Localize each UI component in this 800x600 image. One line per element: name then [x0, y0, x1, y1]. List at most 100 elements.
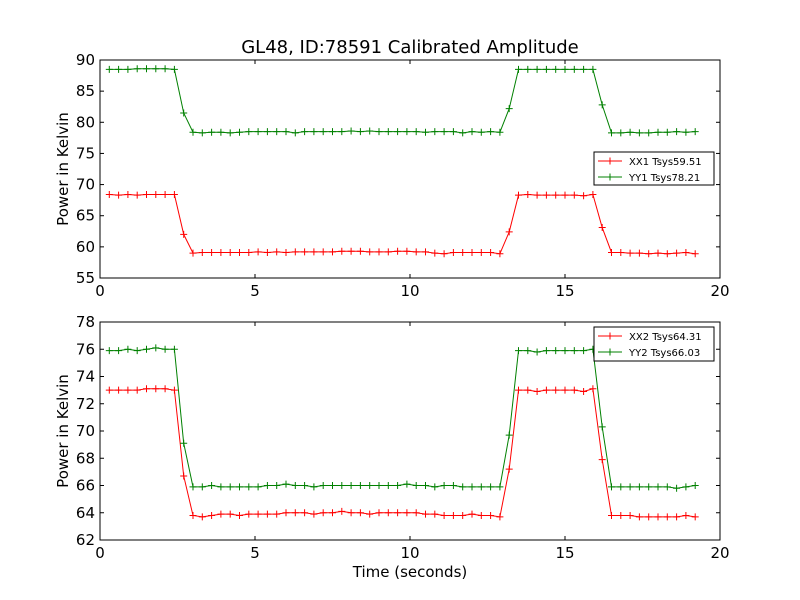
- data-point-marker: [673, 128, 681, 136]
- data-point-marker: [217, 483, 225, 491]
- y-tick-label: 76: [76, 340, 95, 358]
- data-point-marker: [440, 128, 448, 136]
- data-point-marker: [524, 386, 532, 394]
- data-point-marker: [505, 431, 513, 439]
- data-point-marker: [310, 510, 318, 518]
- data-point-marker: [375, 128, 383, 136]
- data-point-marker: [366, 510, 374, 518]
- x-tick-label: 20: [710, 282, 729, 300]
- data-point-marker: [189, 511, 197, 519]
- data-point-marker: [533, 348, 541, 356]
- data-point-marker: [682, 248, 690, 256]
- series-yy: [105, 344, 699, 492]
- data-point-marker: [459, 483, 467, 491]
- data-point-marker: [347, 509, 355, 517]
- data-point-marker: [654, 128, 662, 136]
- data-point-marker: [301, 509, 309, 517]
- data-point-marker: [580, 347, 588, 355]
- data-point-marker: [180, 439, 188, 447]
- data-point-marker: [329, 128, 336, 136]
- data-point-marker: [654, 249, 662, 257]
- y-tick-label: 75: [76, 144, 95, 162]
- data-point-marker: [468, 128, 476, 136]
- data-point-marker: [217, 510, 225, 518]
- data-point-marker: [254, 248, 262, 256]
- data-point-marker: [375, 509, 383, 517]
- data-point-marker: [338, 128, 346, 136]
- data-point-marker: [635, 513, 643, 521]
- legend-entry: YY1 Tsys78.21: [598, 173, 700, 184]
- data-point-marker: [403, 480, 411, 488]
- legend-marker: [606, 348, 614, 356]
- series-xx: [105, 385, 699, 521]
- legend-marker: [606, 157, 614, 165]
- data-point-marker: [282, 480, 290, 488]
- data-point-marker: [105, 386, 113, 394]
- data-point-marker: [570, 191, 578, 199]
- data-point-marker: [542, 347, 550, 355]
- data-point-marker: [459, 248, 467, 256]
- data-point-marker: [505, 228, 513, 236]
- y-tick-label: 78: [76, 313, 95, 331]
- data-point-marker: [254, 510, 262, 518]
- data-point-marker: [403, 509, 411, 517]
- data-point-marker: [431, 249, 439, 257]
- legend-entry: YY2 Tsys66.03: [598, 348, 700, 359]
- data-point-marker: [496, 483, 504, 491]
- data-point-marker: [552, 386, 560, 394]
- y-axis-label: Power in Kelvin: [54, 374, 72, 488]
- data-point-marker: [645, 250, 653, 258]
- legend: XX1 Tsys59.51 YY1 Tsys78.21: [593, 151, 715, 186]
- data-point-marker: [170, 386, 178, 394]
- data-point-marker: [347, 247, 355, 255]
- data-point-marker: [152, 191, 160, 199]
- data-point-marker: [152, 65, 160, 73]
- x-tick-label: 0: [95, 282, 105, 300]
- data-point-marker: [496, 513, 504, 521]
- data-point-marker: [580, 192, 588, 200]
- data-point-marker: [245, 510, 253, 518]
- data-point-marker: [375, 482, 383, 489]
- data-point-marker: [310, 128, 318, 136]
- series-line: [109, 388, 696, 518]
- data-point-marker: [263, 248, 271, 256]
- data-point-marker: [236, 128, 243, 136]
- data-point-marker: [254, 483, 262, 491]
- data-point-marker: [394, 247, 402, 255]
- data-point-marker: [263, 482, 271, 489]
- data-point-marker: [133, 191, 141, 199]
- data-point-marker: [440, 511, 448, 519]
- legend-entry: XX2 Tsys64.31: [598, 332, 702, 343]
- data-point-marker: [124, 191, 132, 199]
- data-point-marker: [226, 483, 234, 491]
- legend-label: XX1 Tsys59.51: [629, 157, 702, 168]
- data-point-marker: [384, 509, 392, 517]
- data-point-marker: [580, 65, 588, 73]
- data-point-marker: [645, 129, 653, 137]
- data-point-marker: [319, 482, 327, 489]
- data-point-marker: [561, 191, 569, 199]
- data-point-marker: [533, 65, 541, 73]
- data-point-marker: [282, 248, 290, 256]
- data-point-marker: [226, 248, 234, 256]
- data-point-marker: [217, 128, 225, 136]
- data-point-marker: [366, 127, 374, 135]
- data-point-marker: [682, 483, 690, 491]
- data-point-marker: [663, 128, 671, 136]
- bottom-panel: 0 5 10 15 20 62 64 66 68 70 72 74 76 78 Power in Kelvi…: [54, 313, 730, 581]
- data-point-marker: [356, 128, 364, 136]
- data-point-marker: [245, 128, 253, 136]
- y-tick-label: 65: [76, 207, 95, 225]
- data-point-marker: [384, 482, 392, 489]
- data-point-marker: [608, 248, 615, 256]
- data-point-marker: [226, 129, 234, 137]
- data-point-marker: [180, 230, 188, 238]
- data-point-marker: [375, 248, 383, 256]
- data-point-marker: [515, 386, 522, 394]
- data-point-marker: [403, 247, 411, 255]
- data-point-marker: [143, 65, 150, 73]
- data-point-marker: [170, 191, 178, 199]
- data-point-marker: [487, 128, 495, 136]
- data-point-marker: [161, 345, 169, 353]
- data-point-marker: [347, 127, 355, 135]
